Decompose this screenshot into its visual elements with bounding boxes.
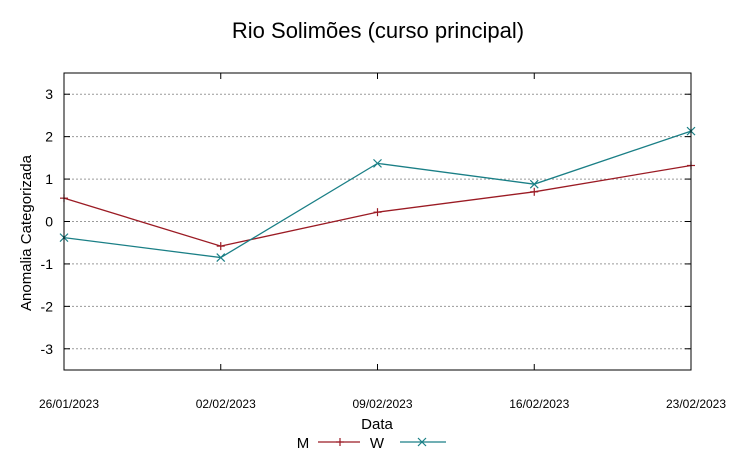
- legend-label-M: M: [297, 435, 310, 452]
- legend-marker-M: [336, 438, 344, 446]
- series-line-M: [63, 164, 692, 247]
- y-tick-label-6: -3: [41, 341, 54, 357]
- point-W-3: [529, 179, 539, 189]
- y-tick-label-5: -2: [41, 298, 54, 314]
- point-W-1: [216, 253, 226, 262]
- y-tick-label-2: 1: [45, 171, 53, 187]
- x-tick-label-0: 26/01/2023: [39, 397, 99, 411]
- legend-marker-W: [417, 437, 427, 447]
- x-tick-label-4: 23/02/2023: [666, 397, 726, 411]
- point-M-2: [373, 208, 382, 217]
- x-tick-label-3: 16/02/2023: [509, 397, 569, 411]
- x-tick-label-2: 09/02/2023: [352, 397, 412, 411]
- point-M-1: [216, 242, 225, 251]
- grid: [64, 93, 691, 350]
- legend-label-W: W: [370, 435, 385, 452]
- x-tick-label-1: 02/02/2023: [196, 397, 256, 411]
- y-tick-label-3: 0: [45, 214, 53, 230]
- point-W-2: [373, 158, 382, 168]
- x-axis-label: Data: [361, 416, 393, 433]
- series-group: [59, 126, 696, 262]
- y-axis-ticks: 3 2 1 0 -1 -2 -3: [41, 86, 691, 357]
- y-tick-label-0: 3: [45, 86, 53, 102]
- y-tick-label-4: -1: [41, 256, 54, 272]
- series-line-W: [63, 130, 692, 259]
- y-tick-label-1: 2: [45, 129, 53, 145]
- plot-frame: [63, 72, 692, 371]
- chart-title: Rio Solimões (curso principal): [232, 18, 524, 43]
- point-M-3: [530, 187, 539, 196]
- y-axis-label: Anomalia Categorizada: [18, 154, 35, 311]
- x-axis-ticks: 26/01/2023 02/02/2023 09/02/2023 16/02/2023…: [39, 73, 726, 411]
